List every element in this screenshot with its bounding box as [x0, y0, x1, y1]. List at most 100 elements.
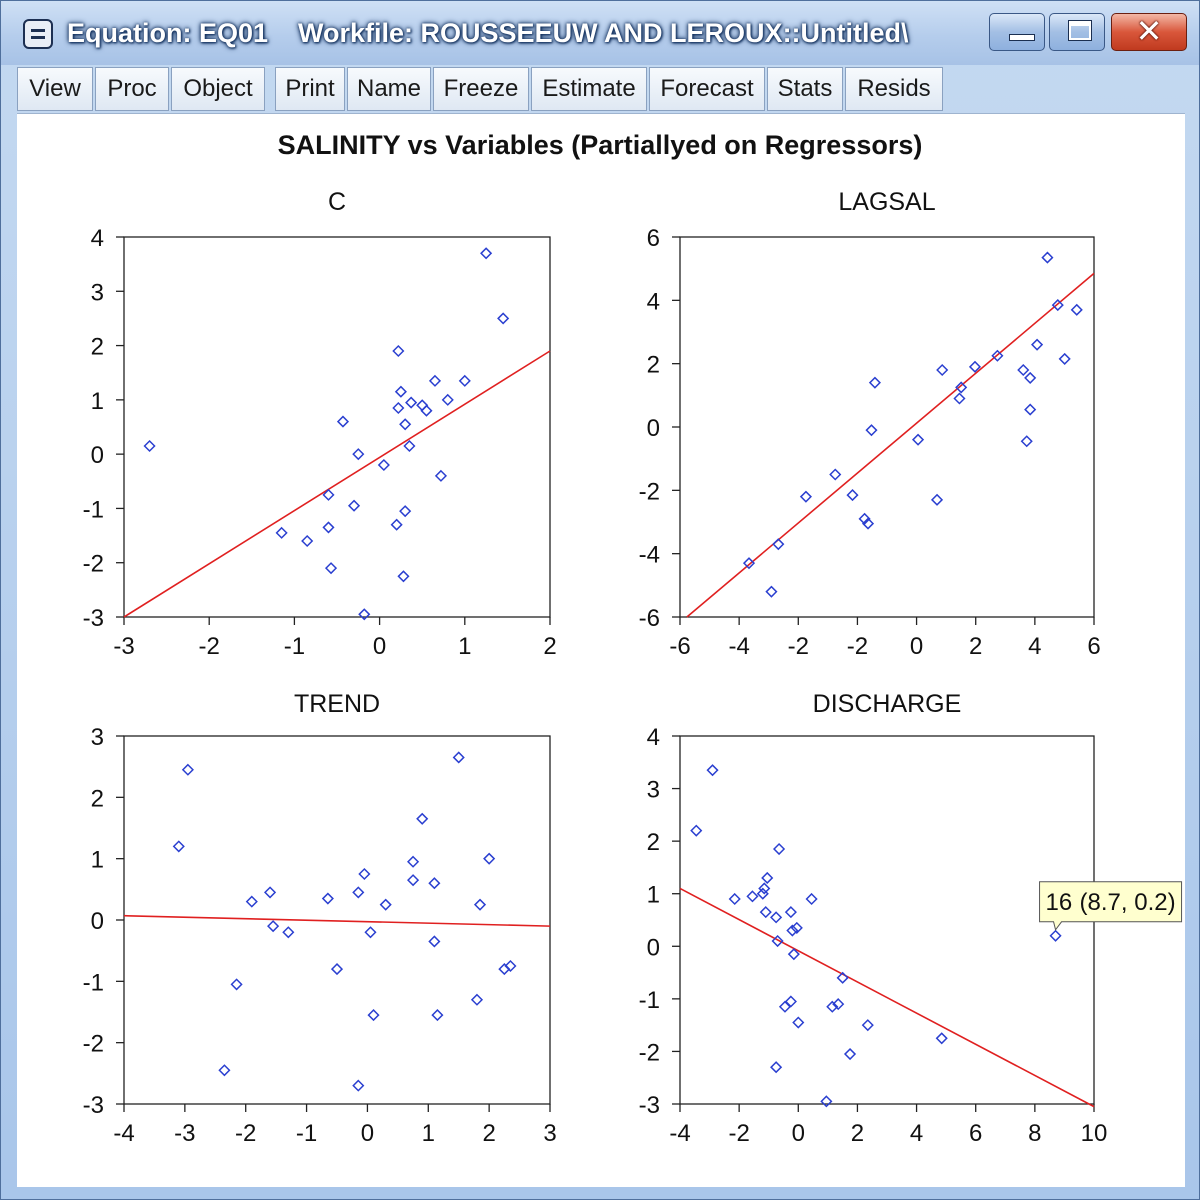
- freeze-button[interactable]: Freeze: [433, 67, 529, 111]
- data-point: [858, 512, 871, 525]
- data-point: [759, 906, 772, 919]
- x-tick-label: -6: [669, 633, 690, 660]
- x-tick-label: -2: [788, 633, 809, 660]
- data-point: [758, 882, 771, 895]
- y-tick-label: 3: [647, 777, 660, 804]
- data-point: [1070, 303, 1083, 316]
- data-point: [861, 517, 875, 530]
- data-point: [786, 924, 799, 937]
- data-point: [483, 852, 496, 865]
- y-tick-label: 0: [647, 934, 660, 961]
- proc-button[interactable]: Proc: [95, 67, 169, 111]
- point-tooltip: 16 (8.7, 0.2): [1039, 881, 1183, 931]
- data-point: [301, 534, 314, 548]
- resids-button[interactable]: Resids: [845, 67, 943, 111]
- data-point: [930, 493, 944, 506]
- x-tick-label: -4: [728, 633, 749, 660]
- data-point: [407, 874, 420, 887]
- regression-line: [679, 887, 1095, 1108]
- data-point: [143, 439, 156, 453]
- estimate-button[interactable]: Estimate: [531, 67, 647, 111]
- object-button[interactable]: Object: [171, 67, 265, 111]
- data-point: [390, 518, 403, 531]
- data-point: [407, 855, 420, 868]
- data-point: [843, 1047, 857, 1061]
- data-point: [282, 926, 295, 939]
- print-button[interactable]: Print: [275, 67, 345, 111]
- close-button[interactable]: ✕: [1111, 12, 1187, 51]
- data-point: [805, 892, 818, 906]
- title-bar[interactable]: Equation: EQ01 Workfile: ROUSSEEUW AND L…: [1, 1, 1199, 65]
- data-point: [761, 871, 774, 885]
- data-point: [1051, 299, 1064, 312]
- y-tick-label: 6: [647, 225, 660, 252]
- y-tick-label: -3: [83, 605, 104, 632]
- x-tick-label: 4: [1028, 633, 1041, 660]
- y-tick-label: 1: [647, 882, 660, 909]
- x-tick-label: 3: [543, 1120, 556, 1147]
- data-point: [772, 538, 785, 551]
- window-menu-icon[interactable]: [23, 19, 53, 49]
- y-tick-label: 2: [647, 352, 660, 379]
- data-point: [1031, 338, 1044, 351]
- x-tick-label: 1: [422, 1120, 435, 1147]
- data-point: [230, 978, 243, 991]
- y-tick-label: -2: [83, 551, 104, 578]
- data-point: [392, 344, 405, 358]
- toolbar: View Proc Object Print Name Freeze Estim…: [17, 65, 1185, 113]
- data-point: [352, 1079, 365, 1092]
- data-point: [428, 877, 441, 890]
- data-point: [321, 892, 334, 905]
- data-point: [846, 489, 859, 502]
- data-point: [434, 469, 448, 482]
- data-point: [1049, 929, 1062, 942]
- x-tick-label: 6: [1087, 633, 1100, 660]
- data-point: [1017, 363, 1030, 377]
- data-point: [358, 867, 371, 881]
- regression-line: [686, 272, 1095, 618]
- data-point: [367, 1009, 380, 1022]
- tooltip-box: [1039, 881, 1183, 931]
- data-point: [1024, 403, 1037, 416]
- y-tick-label: -2: [639, 478, 660, 505]
- data-point: [336, 415, 350, 428]
- data-point: [936, 363, 949, 377]
- data-point: [1024, 371, 1037, 384]
- forecast-button[interactable]: Forecast: [649, 67, 765, 111]
- data-point: [322, 488, 335, 501]
- stats-button[interactable]: Stats: [767, 67, 843, 111]
- chart-panel: TREND 3 2 1 0 -1 -2 -3 -4 -3 -2 -1 0 1 2 3: [83, 690, 557, 1147]
- data-point: [379, 898, 392, 911]
- data-point: [1020, 435, 1033, 448]
- y-tick-label: 3: [91, 724, 104, 751]
- y-tick-label: -6: [639, 605, 660, 632]
- y-tick-label: -1: [83, 496, 104, 523]
- y-tick-label: -4: [639, 542, 660, 569]
- chart-title: TREND: [294, 690, 380, 718]
- data-point: [347, 499, 361, 512]
- view-button[interactable]: View: [17, 67, 93, 111]
- data-point: [690, 824, 703, 837]
- minimize-button[interactable]: [989, 13, 1045, 51]
- maximize-button[interactable]: [1049, 13, 1105, 51]
- data-point: [836, 971, 849, 984]
- name-button[interactable]: Name: [347, 67, 431, 111]
- y-tick-label: -2: [83, 1031, 104, 1058]
- chart-title: DISCHARGE: [813, 690, 962, 718]
- y-tick-label: -1: [639, 987, 660, 1014]
- data-point: [746, 890, 759, 903]
- data-point: [787, 948, 800, 961]
- x-tick-label: -3: [174, 1120, 195, 1147]
- minimize-icon: [1009, 34, 1035, 41]
- data-point: [868, 376, 881, 389]
- x-tick-label: -2: [728, 1120, 749, 1147]
- plot-frame: [123, 735, 551, 1105]
- data-point: [829, 468, 842, 481]
- data-point: [470, 993, 484, 1006]
- data-point: [991, 349, 1004, 362]
- data-point: [428, 935, 441, 948]
- data-point: [832, 998, 845, 1011]
- data-point: [911, 433, 925, 446]
- close-icon: ✕: [1135, 12, 1163, 50]
